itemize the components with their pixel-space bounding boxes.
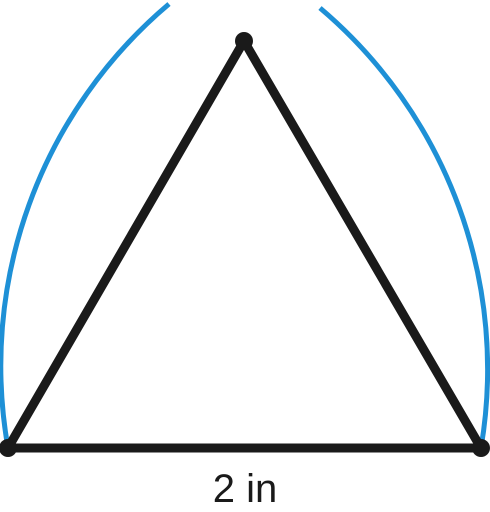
triangle-right-side	[239, 36, 486, 453]
base-length-label: 2 in	[212, 467, 278, 511]
triangle-left-side	[3, 36, 249, 453]
vertex-left	[0, 439, 17, 457]
compass-arc-from-right-vertex	[0, 2, 171, 449]
vertex-right	[472, 439, 490, 457]
compass-arc-from-left-vertex	[318, 6, 490, 449]
vertex-top	[235, 32, 253, 50]
